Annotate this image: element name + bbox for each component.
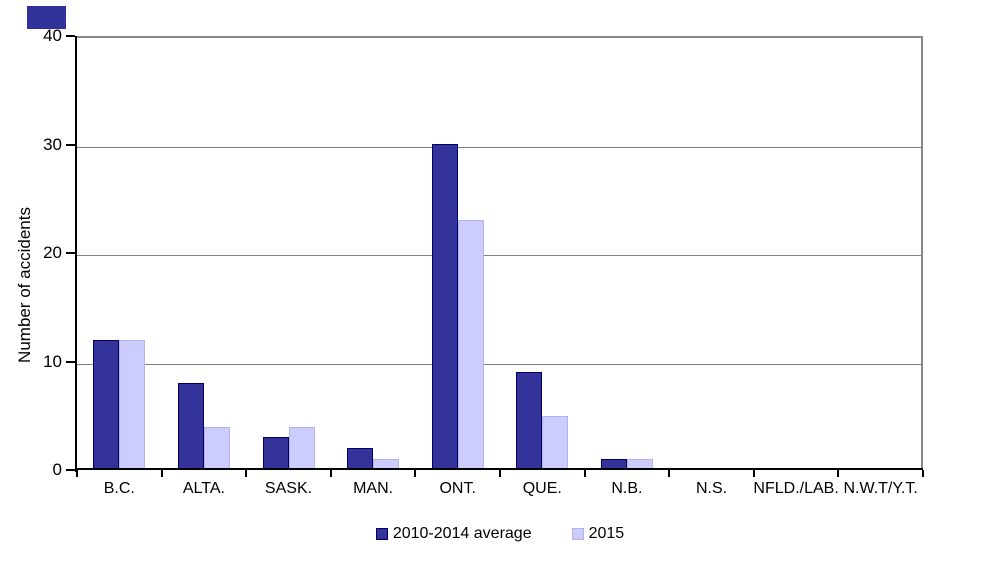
legend-item-1: 2015 xyxy=(571,524,625,544)
x-tick-mark-4 xyxy=(414,470,417,477)
legend-label: 2015 xyxy=(588,525,625,542)
bar-y2015-3 xyxy=(373,459,400,470)
bar-y2015-4 xyxy=(457,220,484,470)
x-category-label: ONT. xyxy=(439,480,476,497)
x-category-label: N.B. xyxy=(611,480,643,497)
bar-avg-6 xyxy=(600,459,627,470)
y-tick-label-10: 10 xyxy=(43,351,62,371)
x-tick-mark-7 xyxy=(668,470,671,477)
y-tick-label-0: 0 xyxy=(52,460,62,479)
x-tick-mark-2 xyxy=(245,470,248,477)
bar-avg-1 xyxy=(177,383,204,470)
bar-y2015-2 xyxy=(288,427,315,470)
x-axis-line xyxy=(75,468,923,470)
x-tick-mark-5 xyxy=(499,470,501,477)
bar-avg-3 xyxy=(347,448,374,470)
corner-mark xyxy=(27,6,66,29)
x-tick-mark-9 xyxy=(837,470,840,477)
x-tick-mark-1 xyxy=(160,470,163,477)
x-tick-mark-8 xyxy=(752,470,755,477)
x-category-label: MAN. xyxy=(353,480,394,497)
bar-y2015-1 xyxy=(203,427,230,470)
bar-avg-0 xyxy=(93,340,120,470)
bar-avg-2 xyxy=(262,437,289,470)
x-tick-mark-3 xyxy=(329,470,332,477)
y-tick-mark-40 xyxy=(66,35,75,37)
x-category-label: NFLD./LAB. xyxy=(753,480,839,497)
bar-y2015-6 xyxy=(626,459,653,470)
bar-avg-4 xyxy=(431,144,458,470)
gridline-30 xyxy=(77,146,921,148)
bar-avg-5 xyxy=(516,372,543,470)
x-tick-mark-6 xyxy=(583,470,586,477)
x-category-label: N.S. xyxy=(695,480,728,497)
x-tick-mark-10 xyxy=(922,470,924,477)
gridline-10 xyxy=(77,363,921,365)
y-axis-title: Number of accidents xyxy=(15,207,34,363)
legend: 2010-2014 average 2015 xyxy=(0,522,1000,546)
y-tick-label-40: 40 xyxy=(43,26,62,45)
x-category-label: B.C. xyxy=(103,480,135,497)
bar-y2015-5 xyxy=(542,416,569,470)
y-tick-mark-30 xyxy=(66,143,75,146)
y-tick-mark-20 xyxy=(66,252,75,254)
legend-swatch-icon xyxy=(571,528,584,540)
y-tick-label-20: 20 xyxy=(43,243,62,262)
plot-area xyxy=(77,36,923,470)
x-category-label: N.W.T/Y.T. xyxy=(843,480,918,497)
y-tick-mark-10 xyxy=(66,360,75,363)
legend-item-0: 2010-2014 average xyxy=(375,524,532,544)
y-tick-label-30: 30 xyxy=(43,134,62,154)
gridline-20 xyxy=(77,255,921,256)
x-category-label: ALTA. xyxy=(182,480,225,497)
legend-swatch-icon xyxy=(375,528,388,540)
x-category-label: SASK. xyxy=(264,480,313,497)
bar-y2015-0 xyxy=(119,340,146,470)
y-axis-line xyxy=(75,36,77,472)
y-tick-mark-0 xyxy=(66,469,75,471)
legend-label: 2010-2014 average xyxy=(392,525,532,542)
x-category-label: QUE. xyxy=(522,480,562,497)
x-tick-mark-0 xyxy=(76,470,78,477)
